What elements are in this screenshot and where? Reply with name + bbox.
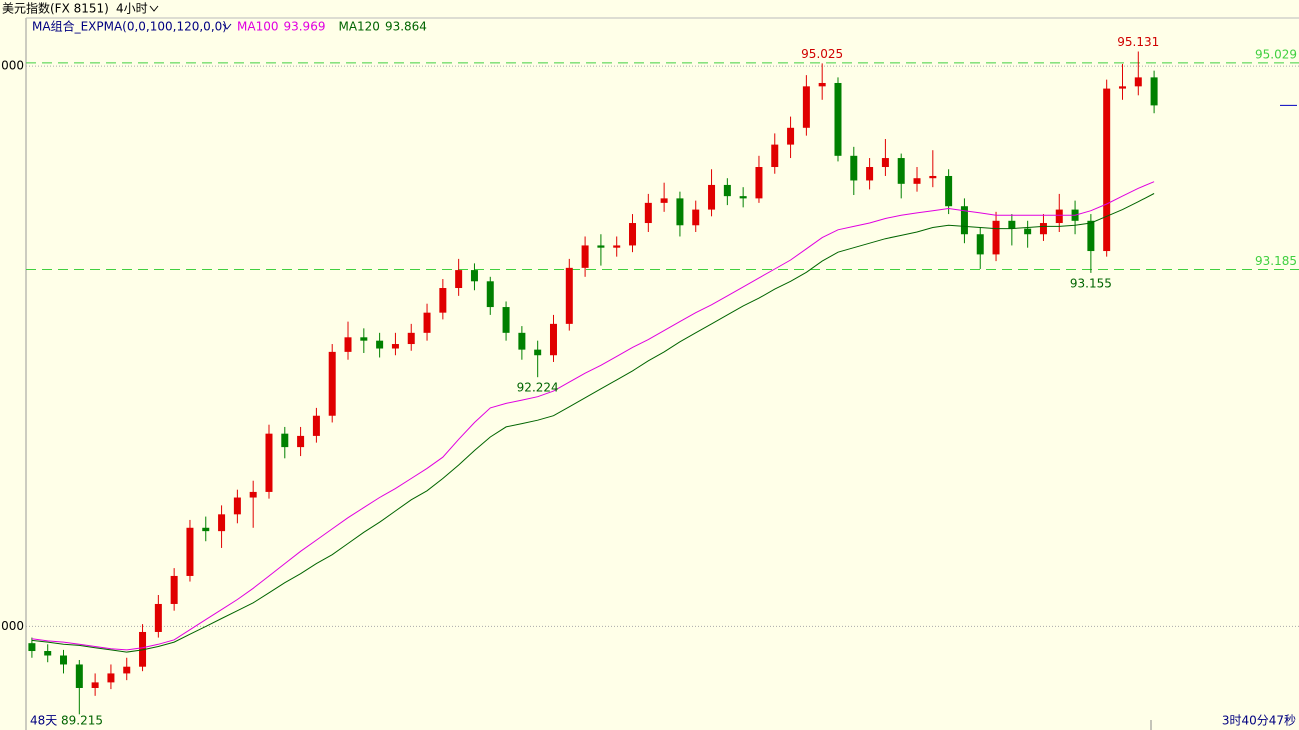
- legend-value: 93.969: [283, 20, 325, 34]
- candle-body: [1150, 77, 1158, 106]
- ma-line: [31, 181, 1155, 651]
- candle-body: [739, 196, 747, 199]
- candle-body: [139, 631, 147, 667]
- candle-body: [154, 603, 162, 632]
- candle-body: [439, 288, 447, 313]
- candle-body: [265, 433, 273, 492]
- candle-body: [376, 340, 384, 349]
- high-label: 95.025: [801, 47, 843, 61]
- candle-body: [486, 281, 494, 308]
- candle-body: [629, 223, 637, 246]
- candle-body: [107, 673, 115, 683]
- candle-body: [60, 655, 68, 665]
- candle-body: [518, 332, 526, 350]
- candle-body: [170, 575, 178, 604]
- candle-body: [312, 415, 320, 436]
- candle-body: [755, 167, 763, 199]
- candle-body: [1118, 86, 1126, 89]
- legend-value: 93.864: [385, 20, 427, 34]
- candle-body: [597, 245, 605, 248]
- candle-body: [502, 307, 510, 333]
- legend-name: MA120: [338, 20, 379, 34]
- candle-body: [249, 491, 257, 498]
- footer-right: 3时40分47秒: [1222, 714, 1296, 728]
- low-label: 92.224: [517, 381, 559, 395]
- candle-body: [723, 184, 731, 197]
- candle-body: [28, 643, 36, 652]
- candle-body: [787, 127, 795, 145]
- candle-body: [613, 245, 621, 248]
- high-label: 95.131: [1117, 35, 1159, 49]
- candle-body: [913, 178, 921, 184]
- candle-body: [218, 514, 226, 532]
- footer-value: 89.215: [61, 714, 103, 728]
- period-dropdown[interactable]: [149, 5, 159, 12]
- candle-body: [960, 206, 968, 235]
- candle-body: [344, 337, 352, 352]
- candle-body: [75, 664, 83, 688]
- candle-body: [455, 270, 463, 289]
- candle-body: [660, 198, 668, 203]
- low-label: 93.155: [1070, 276, 1112, 290]
- indicator-dropdown[interactable]: [222, 23, 232, 30]
- candle-body: [534, 349, 542, 356]
- chart-title: 美元指数(FX 8151): [2, 1, 109, 16]
- candle-body: [708, 184, 716, 210]
- candle-body: [1087, 220, 1095, 252]
- y-tick-label: 95.000: [0, 59, 24, 73]
- candle-body: [423, 312, 431, 333]
- candle-body: [470, 270, 478, 282]
- y-tick-label: 90.000: [0, 619, 24, 633]
- candle-body: [565, 267, 573, 324]
- candle-body: [391, 344, 399, 349]
- candle-body: [233, 497, 241, 515]
- candle-body: [976, 234, 984, 255]
- candle-body: [186, 527, 194, 576]
- reference-label: 93.185: [1255, 254, 1297, 268]
- ma-line: [31, 193, 1155, 653]
- candle-body: [407, 332, 415, 345]
- candle-body: [644, 202, 652, 224]
- candle-body: [676, 198, 684, 226]
- candle-body: [1008, 220, 1016, 229]
- candle-body: [297, 435, 305, 448]
- period[interactable]: 4小时: [116, 2, 148, 16]
- candle-body: [1039, 223, 1047, 235]
- candle-body: [866, 167, 874, 181]
- candle-body: [44, 651, 52, 656]
- legend-name: MA100: [237, 20, 278, 34]
- candle-body: [818, 82, 826, 87]
- candle-body: [581, 245, 589, 268]
- candle-body: [1024, 228, 1032, 235]
- candle-body: [897, 158, 905, 184]
- candle-body: [1055, 209, 1063, 224]
- candle-body: [929, 175, 937, 179]
- candle-body: [328, 351, 336, 416]
- candle-body: [1134, 77, 1142, 87]
- candle-body: [281, 433, 289, 448]
- candle-body: [123, 666, 131, 674]
- candle-body: [802, 86, 810, 128]
- candle-body: [549, 323, 557, 356]
- candle-body: [881, 158, 889, 168]
- candle-body: [1103, 88, 1111, 252]
- footer-left: 48天: [30, 714, 57, 728]
- candle-body: [850, 155, 858, 181]
- candle-body: [692, 209, 700, 226]
- candle-body: [360, 337, 368, 341]
- candle-body: [834, 82, 842, 156]
- reference-label: 95.029: [1255, 47, 1297, 61]
- candle-body: [771, 144, 779, 168]
- candle-body: [202, 527, 210, 532]
- candle-body: [945, 175, 953, 207]
- indicator[interactable]: MA组合_EXPMA(0,0,100,120,0,0): [32, 19, 227, 34]
- candle-body: [992, 220, 1000, 255]
- candle-body: [91, 682, 99, 688]
